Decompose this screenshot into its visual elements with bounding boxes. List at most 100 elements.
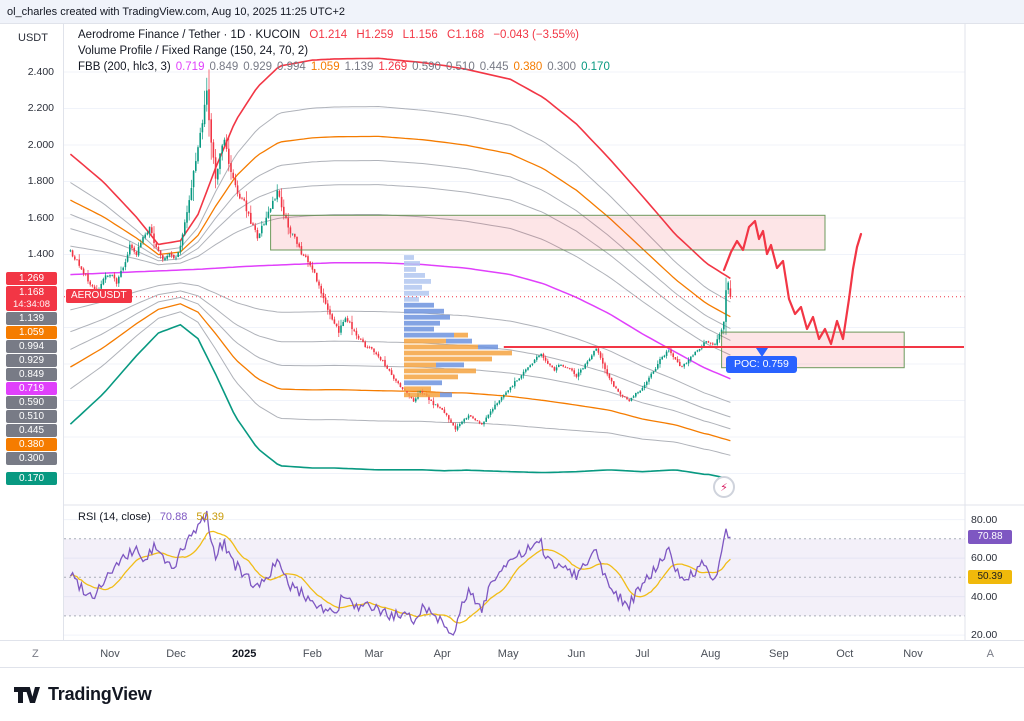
- candle-body: [142, 237, 144, 243]
- rsi-tick-20.00: 20.00: [971, 629, 998, 642]
- candle-body: [481, 423, 483, 425]
- rsi-line: [69, 510, 731, 636]
- autoscale-hint: A: [986, 648, 994, 660]
- candle-body: [573, 370, 575, 374]
- candle-body: [351, 322, 353, 330]
- volume-profile-bar: [404, 326, 434, 332]
- volume-profile-bar: [404, 350, 512, 356]
- candle-body: [256, 230, 259, 239]
- candle-body: [595, 348, 597, 351]
- time-label-Aug: Aug: [700, 648, 721, 660]
- candle-body: [472, 416, 474, 419]
- candle-body: [170, 253, 173, 256]
- candle-body: [395, 378, 397, 381]
- candle-body: [428, 395, 430, 400]
- legend-symbol-row[interactable]: Aerodrome Finance / Tether · 1D · KUCOIN…: [78, 27, 610, 43]
- candle-body: [714, 344, 716, 346]
- candle-body: [329, 309, 331, 315]
- fbb-band-lower: [70, 282, 731, 403]
- candle-body: [377, 353, 380, 357]
- candle-body: [283, 206, 285, 216]
- candle-body: [357, 335, 360, 339]
- candle-body: [373, 348, 375, 353]
- tradingview-logo[interactable]: TradingView: [14, 683, 152, 707]
- price-label-text: 1.059: [18, 326, 45, 338]
- candle-body: [340, 325, 342, 333]
- candle-body: [225, 139, 228, 149]
- volume-profile-bar: [404, 356, 492, 362]
- volume-profile-bar: [404, 267, 416, 272]
- candle-body: [236, 185, 239, 194]
- price-tick-2.000: 2.000: [27, 138, 54, 151]
- rsi-value: 70.88: [159, 511, 188, 523]
- projection-path: [722, 219, 863, 346]
- candle-body: [560, 365, 562, 366]
- candle-body: [252, 223, 254, 226]
- candle-body: [646, 381, 648, 385]
- candle-body: [674, 357, 677, 360]
- candle-body: [654, 369, 657, 372]
- fbb-values: 0.719 0.849 0.929 0.994 1.059 1.139 1.269 0.590…: [171, 61, 610, 73]
- candle-body: [210, 119, 212, 143]
- candle-body: [93, 286, 96, 289]
- ohlc-high: H1.259: [356, 29, 394, 41]
- candle-body: [452, 422, 454, 426]
- rsi-axis[interactable]: 80.00 60.00 40.00 20.00 70.88 50.39: [965, 24, 1024, 642]
- candle-body: [659, 359, 661, 365]
- candle-body: [549, 363, 551, 366]
- rsi-label-50.39: 50.39: [968, 569, 1012, 584]
- legend-fbb-row[interactable]: FBB (200, hlc3, 3) 0.719 0.849 0.929 0.994 1.…: [78, 59, 610, 75]
- fbb-value: 1.059: [310, 61, 340, 73]
- candle-body: [362, 339, 364, 342]
- candle-body: [186, 212, 188, 223]
- candle-body: [461, 421, 463, 424]
- price-label-text: 0.719: [18, 382, 45, 394]
- legend-volume-profile-row[interactable]: Volume Profile / Fixed Range (150, 24, 7…: [78, 43, 610, 59]
- candle-body: [197, 147, 199, 162]
- zone-drawings: [270, 214, 905, 369]
- candle-body: [111, 274, 113, 276]
- price-label-text: 0.994: [18, 340, 45, 352]
- candle-body: [318, 281, 320, 286]
- candle-body: [456, 426, 459, 430]
- candle-body: [441, 408, 443, 410]
- candle-body: [522, 371, 525, 376]
- candle-body: [432, 400, 435, 406]
- fbb-value: 0.510: [445, 61, 475, 73]
- candle-body: [454, 425, 457, 430]
- candle-body: [349, 321, 351, 323]
- candle-body: [313, 269, 316, 273]
- time-axis[interactable]: Z A Nov Dec 2025 Feb Mar Apr May Jun Jul Aug Sep Oc…: [0, 640, 1024, 667]
- candle-body: [291, 233, 294, 235]
- candle-body: [102, 278, 105, 285]
- candle-body: [151, 227, 153, 234]
- fbb-value: 0.445: [479, 61, 509, 73]
- candle-body: [547, 360, 549, 364]
- candle-body: [509, 387, 512, 391]
- fbb-value: 0.994: [277, 61, 306, 73]
- poc-label[interactable]: POC: 0.759: [726, 356, 797, 373]
- fbb-bands: [69, 57, 731, 480]
- candle-body: [181, 234, 184, 246]
- candle-body: [85, 273, 87, 275]
- candle-body: [78, 259, 80, 266]
- candle-body: [476, 420, 479, 422]
- tradingview-logo-icon: [14, 686, 40, 703]
- candle-body: [87, 274, 89, 282]
- candle-body: [382, 360, 384, 361]
- candle-body: [129, 244, 131, 255]
- fbb-value: 0.590: [412, 61, 441, 73]
- rsi-legend[interactable]: RSI (14, close) 70.88 50.39: [78, 511, 224, 523]
- candle-body: [604, 363, 606, 370]
- candle-body: [465, 418, 468, 420]
- volume-profile-bar: [404, 386, 431, 392]
- fbb-label: FBB (200, hlc3, 3): [78, 61, 171, 73]
- candle-body: [261, 225, 263, 234]
- candle-body: [276, 190, 278, 200]
- candle-body: [718, 334, 721, 340]
- candle-body: [203, 104, 206, 125]
- candle-body: [82, 268, 85, 274]
- time-label-Feb: Feb: [302, 648, 322, 660]
- candle-body: [177, 252, 179, 257]
